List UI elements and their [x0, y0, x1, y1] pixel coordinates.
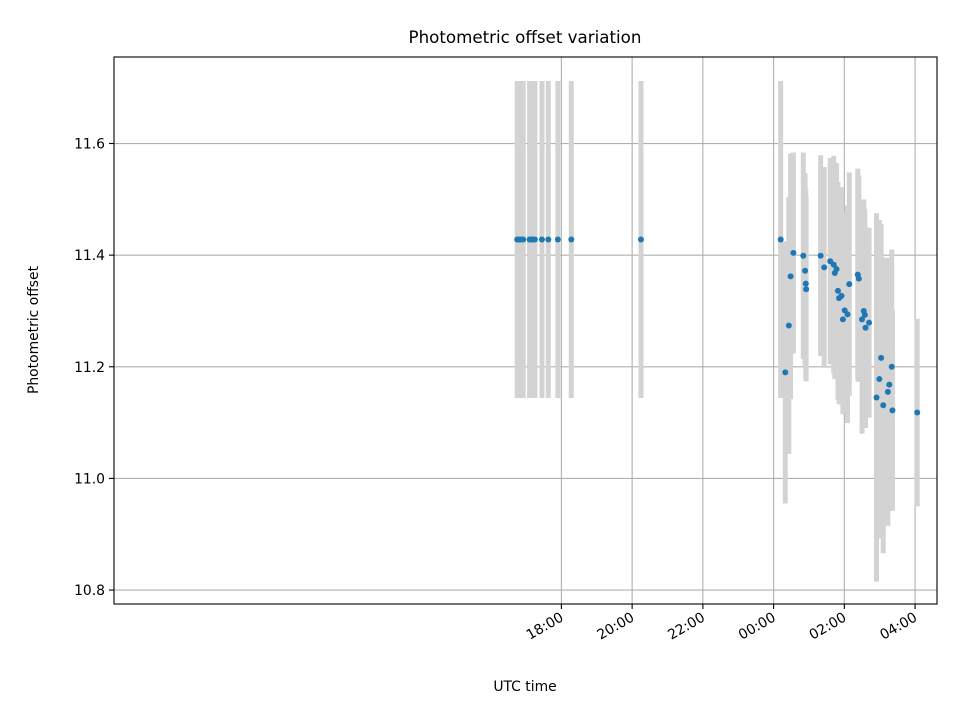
x-axis-label: UTC time	[493, 679, 556, 695]
y-tick-label: 11.4	[74, 248, 105, 264]
data-point	[855, 275, 862, 282]
data-point	[531, 236, 538, 243]
data-point	[568, 236, 575, 243]
x-tick-label: 02:00	[807, 610, 850, 644]
y-tick-label: 11.6	[74, 137, 105, 153]
data-point	[782, 369, 789, 376]
x-tick-label: 00:00	[736, 610, 779, 644]
data-point	[834, 287, 841, 294]
data-point	[520, 236, 527, 243]
data-point	[880, 402, 887, 409]
x-tick-label: 20:00	[594, 610, 637, 644]
data-point	[637, 236, 644, 243]
data-point	[873, 394, 880, 401]
data-point	[862, 324, 869, 331]
data-point	[538, 236, 545, 243]
data-point	[802, 280, 809, 287]
data-point	[844, 311, 851, 318]
data-point	[839, 316, 846, 323]
error-bars	[514, 81, 920, 582]
y-tick-label: 11.2	[74, 360, 105, 376]
data-point	[790, 249, 797, 256]
data-point	[554, 236, 561, 243]
data-point	[866, 319, 873, 326]
data-point	[914, 409, 921, 416]
chart-title: Photometric offset variation	[409, 27, 642, 47]
y-tick-label: 10.8	[74, 583, 105, 599]
data-point	[545, 236, 552, 243]
data-point	[833, 266, 840, 273]
data-point	[800, 252, 807, 259]
data-point	[878, 354, 885, 361]
data-point	[830, 261, 837, 268]
data-point	[884, 388, 891, 395]
data-point	[838, 292, 845, 299]
data-point	[876, 376, 883, 383]
data-point	[802, 267, 809, 274]
data-point	[821, 264, 828, 271]
x-tick-label: 04:00	[877, 610, 920, 644]
data-point	[888, 363, 895, 370]
data-point	[817, 252, 824, 259]
data-point	[777, 236, 784, 243]
data-point	[803, 286, 810, 293]
data-point	[859, 316, 866, 323]
data-points	[514, 236, 921, 416]
x-tick-label: 22:00	[665, 610, 708, 644]
x-tick-label: 18:00	[524, 610, 567, 644]
y-axis-label: Photometric offset	[26, 265, 42, 394]
data-point	[787, 273, 794, 280]
data-point	[861, 311, 868, 318]
data-point	[785, 322, 792, 329]
data-point	[886, 381, 893, 388]
y-tick-label: 11.0	[74, 471, 105, 487]
plot-frame	[113, 56, 938, 605]
data-point	[846, 281, 853, 288]
data-point	[889, 407, 896, 414]
